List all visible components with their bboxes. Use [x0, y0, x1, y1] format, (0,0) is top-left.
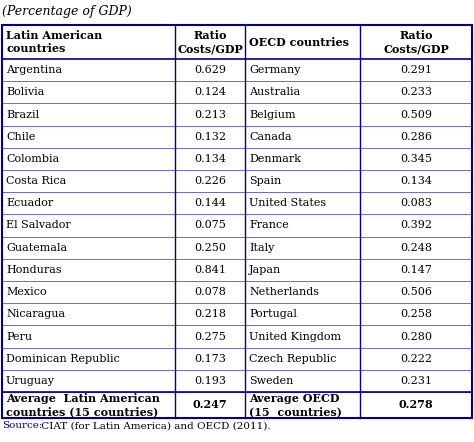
Text: Germany: Germany [249, 65, 301, 75]
Text: Colombia: Colombia [6, 154, 59, 164]
Text: 0.083: 0.083 [400, 198, 432, 208]
Text: Uruguay: Uruguay [6, 376, 55, 386]
Text: 0.509: 0.509 [400, 110, 432, 119]
Text: Japan: Japan [249, 265, 281, 275]
Text: 0.250: 0.250 [194, 243, 226, 253]
Text: Mexico: Mexico [6, 287, 46, 297]
Text: 0.173: 0.173 [194, 354, 226, 364]
Text: 0.222: 0.222 [400, 354, 432, 364]
Text: Peru: Peru [6, 332, 32, 342]
Text: 0.280: 0.280 [400, 332, 432, 342]
Text: 0.392: 0.392 [400, 221, 432, 230]
Text: 0.147: 0.147 [400, 265, 432, 275]
Text: 0.226: 0.226 [194, 176, 226, 186]
Text: Ratio
Costs/GDP: Ratio Costs/GDP [177, 30, 243, 54]
Text: 0.134: 0.134 [400, 176, 432, 186]
Text: Latin American
countries: Latin American countries [6, 30, 102, 54]
Text: Costa Rica: Costa Rica [6, 176, 66, 186]
Text: Average  Latin American
countries (15 countries): Average Latin American countries (15 cou… [6, 393, 160, 417]
Text: Belgium: Belgium [249, 110, 296, 119]
Text: Chile: Chile [6, 132, 36, 142]
Text: OECD countries: OECD countries [249, 37, 349, 47]
Text: 0.134: 0.134 [194, 154, 226, 164]
Text: (Percentage of GDP): (Percentage of GDP) [2, 5, 132, 19]
Text: Spain: Spain [249, 176, 281, 186]
Text: 0.144: 0.144 [194, 198, 226, 208]
Text: 0.278: 0.278 [399, 400, 433, 411]
Text: 0.124: 0.124 [194, 88, 226, 97]
Text: 0.629: 0.629 [194, 65, 226, 75]
Text: Argentina: Argentina [6, 65, 62, 75]
Text: CIAT (for Latin America) and OECD (2011).: CIAT (for Latin America) and OECD (2011)… [38, 422, 271, 431]
Text: Sweden: Sweden [249, 376, 293, 386]
Text: 0.132: 0.132 [194, 132, 226, 142]
Text: 0.841: 0.841 [194, 265, 226, 275]
Text: Netherlands: Netherlands [249, 287, 319, 297]
Text: Canada: Canada [249, 132, 292, 142]
Text: Denmark: Denmark [249, 154, 301, 164]
Text: El Salvador: El Salvador [6, 221, 71, 230]
Text: 0.218: 0.218 [194, 309, 226, 319]
Text: Czech Republic: Czech Republic [249, 354, 337, 364]
Text: 0.233: 0.233 [400, 88, 432, 97]
Text: Ratio
Costs/GDP: Ratio Costs/GDP [383, 30, 449, 54]
Text: 0.078: 0.078 [194, 287, 226, 297]
Text: Bolivia: Bolivia [6, 88, 45, 97]
Text: 0.248: 0.248 [400, 243, 432, 253]
Text: 0.345: 0.345 [400, 154, 432, 164]
Text: 0.075: 0.075 [194, 221, 226, 230]
Text: 0.275: 0.275 [194, 332, 226, 342]
Text: France: France [249, 221, 289, 230]
Text: 0.193: 0.193 [194, 376, 226, 386]
Text: 0.506: 0.506 [400, 287, 432, 297]
Text: Honduras: Honduras [6, 265, 62, 275]
Text: Australia: Australia [249, 88, 300, 97]
Text: United Kingdom: United Kingdom [249, 332, 341, 342]
Text: Brazil: Brazil [6, 110, 39, 119]
Text: 0.247: 0.247 [193, 400, 228, 411]
Text: 0.258: 0.258 [400, 309, 432, 319]
Text: 0.286: 0.286 [400, 132, 432, 142]
Text: United States: United States [249, 198, 326, 208]
Text: Portugal: Portugal [249, 309, 297, 319]
Text: Nicaragua: Nicaragua [6, 309, 65, 319]
Text: 0.231: 0.231 [400, 376, 432, 386]
Text: Ecuador: Ecuador [6, 198, 53, 208]
Text: Italy: Italy [249, 243, 274, 253]
Bar [2, 25, 472, 418]
Text: 0.291: 0.291 [400, 65, 432, 75]
Text: Average OECD
(15  countries): Average OECD (15 countries) [249, 393, 342, 417]
Text: 0.213: 0.213 [194, 110, 226, 119]
Text: Source:: Source: [2, 422, 42, 431]
Text: Dominican Republic: Dominican Republic [6, 354, 120, 364]
Text: Guatemala: Guatemala [6, 243, 67, 253]
